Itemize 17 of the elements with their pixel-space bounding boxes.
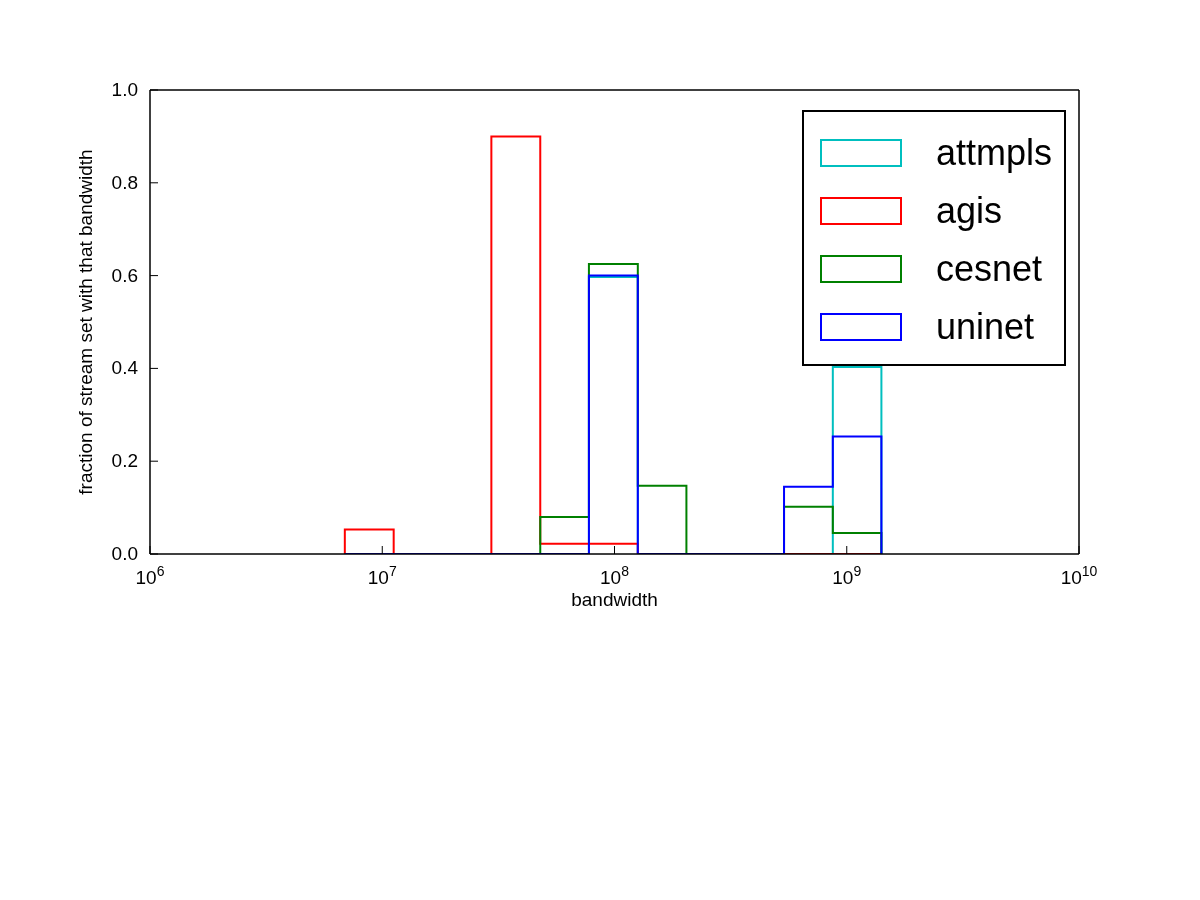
legend-label: agis xyxy=(935,190,1002,232)
x-tick-label: 10$^{9}$ xyxy=(832,563,862,588)
x-axis-title: bandwidth xyxy=(571,589,658,610)
x-tick-label: 10$^{8}$ xyxy=(600,563,630,588)
x-tick-label: 10$^{7}$ xyxy=(367,563,397,588)
legend-label: cesnet xyxy=(935,248,1043,290)
legend-label: attmpls xyxy=(935,132,1052,174)
y-tick-label: 0.8 xyxy=(111,171,138,193)
y-tick-label: 0.0 xyxy=(111,543,138,564)
legend-label: uninet xyxy=(935,306,1035,348)
y-axis-title: fraction of stream set with that bandwidth xyxy=(74,149,96,495)
y-tick-label: 1.0 xyxy=(111,79,138,100)
y-tick-label: 0.4 xyxy=(111,357,139,379)
x-tick-label: 10$^{10}$ xyxy=(1060,563,1098,588)
x-tick-label: 10$^{6}$ xyxy=(135,563,165,588)
y-tick-label: 0.2 xyxy=(111,450,138,472)
y-tick-label: 0.6 xyxy=(111,264,138,286)
